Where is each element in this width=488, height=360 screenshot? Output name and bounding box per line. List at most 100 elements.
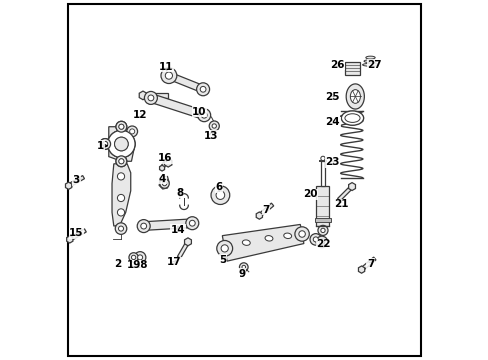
Text: 19: 19 xyxy=(126,260,141,270)
Circle shape xyxy=(320,228,325,233)
Circle shape xyxy=(114,137,128,151)
Circle shape xyxy=(117,173,124,180)
Polygon shape xyxy=(149,99,168,103)
Text: 10: 10 xyxy=(192,107,206,117)
Bar xyxy=(321,161,324,186)
Circle shape xyxy=(118,226,123,231)
Text: 7: 7 xyxy=(366,258,373,269)
Polygon shape xyxy=(143,219,192,230)
Ellipse shape xyxy=(341,111,363,125)
Polygon shape xyxy=(160,160,167,169)
Circle shape xyxy=(160,179,169,188)
Circle shape xyxy=(313,237,318,242)
Circle shape xyxy=(116,156,126,167)
Circle shape xyxy=(320,156,325,161)
Text: 13: 13 xyxy=(203,131,218,141)
Text: 4: 4 xyxy=(159,174,166,184)
Circle shape xyxy=(131,255,136,260)
Circle shape xyxy=(134,252,145,263)
Circle shape xyxy=(117,194,124,202)
Circle shape xyxy=(189,220,195,226)
Circle shape xyxy=(212,124,216,128)
Polygon shape xyxy=(69,229,86,241)
Polygon shape xyxy=(108,127,135,161)
Circle shape xyxy=(116,156,126,167)
Ellipse shape xyxy=(344,114,359,122)
Polygon shape xyxy=(139,91,146,100)
Text: 17: 17 xyxy=(166,257,181,267)
Circle shape xyxy=(102,141,107,147)
Circle shape xyxy=(137,255,142,260)
Circle shape xyxy=(216,191,224,199)
Circle shape xyxy=(148,95,154,101)
Circle shape xyxy=(294,227,309,241)
Circle shape xyxy=(309,234,321,245)
Text: 22: 22 xyxy=(316,239,330,249)
Circle shape xyxy=(100,139,110,149)
Circle shape xyxy=(119,124,123,129)
Polygon shape xyxy=(360,257,375,271)
Circle shape xyxy=(141,223,146,229)
Text: 24: 24 xyxy=(325,117,339,127)
Polygon shape xyxy=(167,72,204,93)
Polygon shape xyxy=(65,182,72,189)
Polygon shape xyxy=(159,165,164,171)
Circle shape xyxy=(197,109,210,122)
Circle shape xyxy=(221,245,228,252)
Circle shape xyxy=(316,236,327,248)
Circle shape xyxy=(196,83,209,96)
Text: 8: 8 xyxy=(176,188,183,198)
Polygon shape xyxy=(149,94,205,119)
Polygon shape xyxy=(164,158,172,167)
Text: 5: 5 xyxy=(219,255,226,265)
Text: 16: 16 xyxy=(158,153,172,163)
Circle shape xyxy=(116,121,126,132)
Circle shape xyxy=(216,240,232,256)
Circle shape xyxy=(129,129,134,134)
Circle shape xyxy=(298,231,305,237)
Circle shape xyxy=(185,217,199,230)
Polygon shape xyxy=(67,176,84,187)
Circle shape xyxy=(119,124,123,129)
Text: 3: 3 xyxy=(73,175,80,185)
Ellipse shape xyxy=(363,60,376,63)
Circle shape xyxy=(319,239,324,244)
Text: 27: 27 xyxy=(367,60,381,70)
Text: 9: 9 xyxy=(238,269,244,279)
Circle shape xyxy=(242,265,245,269)
Bar xyxy=(345,62,359,75)
Polygon shape xyxy=(177,241,189,258)
Polygon shape xyxy=(66,236,73,243)
Circle shape xyxy=(126,126,137,137)
Text: 2: 2 xyxy=(114,258,121,269)
Text: 12: 12 xyxy=(133,110,147,120)
Text: 6: 6 xyxy=(215,182,223,192)
Circle shape xyxy=(144,91,157,104)
Circle shape xyxy=(114,137,128,151)
Circle shape xyxy=(165,72,172,79)
Circle shape xyxy=(162,181,166,186)
Circle shape xyxy=(115,223,126,234)
Text: 1: 1 xyxy=(97,141,104,151)
Polygon shape xyxy=(256,212,262,219)
Bar xyxy=(314,218,330,222)
Polygon shape xyxy=(159,176,168,189)
Polygon shape xyxy=(146,98,152,104)
Ellipse shape xyxy=(349,90,360,103)
Text: 7: 7 xyxy=(262,204,269,215)
Circle shape xyxy=(211,186,229,204)
Polygon shape xyxy=(222,224,303,261)
Ellipse shape xyxy=(264,235,272,241)
Circle shape xyxy=(117,209,124,216)
Circle shape xyxy=(107,130,135,158)
Ellipse shape xyxy=(283,233,291,239)
Text: 15: 15 xyxy=(69,228,83,238)
Circle shape xyxy=(116,121,126,132)
Bar xyxy=(316,186,329,226)
Circle shape xyxy=(100,139,110,149)
Polygon shape xyxy=(184,238,191,246)
Text: 18: 18 xyxy=(134,260,148,270)
Circle shape xyxy=(119,159,123,164)
Circle shape xyxy=(317,225,327,235)
Polygon shape xyxy=(142,93,168,98)
